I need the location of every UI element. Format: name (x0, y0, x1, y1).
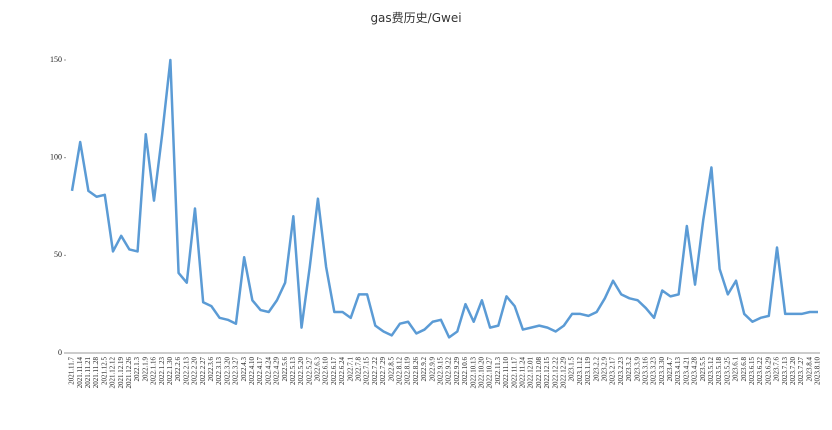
x-tick-label: 2022.1.9 (141, 357, 149, 382)
x-tick-label: 2023.5.25 (723, 357, 731, 386)
x-tick-label: 2023.4.28 (691, 357, 699, 386)
x-tick-label: 2022.9.9 (428, 357, 436, 382)
x-tick-label: 2023.5.18 (715, 357, 723, 386)
x-tick-label: 2022.1.30 (166, 357, 174, 386)
x-tick-label: 2023.6.15 (748, 357, 756, 386)
x-tick-label: 2022.1.3 (133, 357, 141, 382)
x-tick-label: 2022.12.08 (535, 357, 543, 389)
x-tick-label: 2022.7.29 (379, 357, 387, 386)
x-tick-label: 2022.7.22 (371, 357, 379, 386)
x-tick-label: 2022.11.17 (510, 357, 518, 389)
x-tick-label: 2023.6.8 (740, 357, 748, 382)
x-tick-label: 2022.1.23 (158, 357, 166, 386)
x-tick-label: 2022.8.26 (412, 357, 420, 386)
x-tick-label: 2022.12.01 (527, 357, 535, 389)
x-tick-label: 2022.1.16 (150, 357, 158, 386)
x-tick-label: 2023.4.13 (674, 357, 682, 386)
y-tick-label: 0 (58, 348, 62, 357)
x-tick-label: 2022.11.3 (494, 357, 502, 385)
x-tick-label: 2022.10.20 (477, 357, 485, 389)
x-tick-label: 2022.9.15 (437, 357, 445, 386)
x-tick-label: 2023.2.23 (617, 357, 625, 386)
x-tick-label: 2021.11.28 (92, 357, 100, 389)
x-tick-label: 2022.3.20 (223, 357, 231, 386)
x-tick-label: 2023.7.20 (789, 357, 797, 386)
x-tick-label: 2022.10.13 (469, 357, 477, 389)
x-tick-label: 2022.9.22 (445, 357, 453, 386)
line-series (70, 58, 818, 339)
x-tick-label: 2022.5.13 (289, 357, 297, 386)
x-tick-label: 2021.12.26 (125, 357, 133, 389)
x-tick-label: 2022.2.27 (199, 357, 207, 386)
x-tick-label: 2023.2.9 (600, 357, 608, 382)
x-tick-label: 2023.1.12 (576, 357, 584, 386)
x-tick-label: 2022.3.13 (215, 357, 223, 386)
x-tick-label: 2022.10.27 (486, 357, 494, 389)
y-tick-label: 50 (54, 250, 62, 259)
x-tick-label: 2023.6.1 (732, 357, 740, 382)
x-tick-label: 2023.3.30 (658, 357, 666, 386)
x-tick-label: 2022.8.5 (387, 357, 395, 382)
x-tick-label: 2023.5.12 (707, 357, 715, 386)
x-tick-label: 2021.12.5 (100, 357, 108, 386)
x-tick-label: 2022.12.29 (559, 357, 567, 389)
x-tick-label: 2021.11.7 (68, 357, 76, 385)
x-tick-label: 2023.2.17 (609, 357, 617, 386)
x-tick-label: 2022.3.6 (207, 357, 215, 382)
x-tick-label: 2022.7.1 (346, 357, 354, 382)
x-tick-label: 2022.9.2 (420, 357, 428, 382)
x-tick-label: 2022.9.29 (453, 357, 461, 386)
x-tick-label: 2021.12.19 (117, 357, 125, 389)
x-tick-label: 2023.7.27 (797, 357, 805, 386)
x-tick-label: 2022.7.15 (363, 357, 371, 386)
x-tick-label: 2022.11.10 (502, 357, 510, 389)
x-tick-label: 2022.4.29 (273, 357, 281, 386)
x-tick-label: 2022.12.15 (543, 357, 551, 389)
x-tick-label: 2023.6.29 (764, 357, 772, 386)
x-tick-label: 2022.2.6 (174, 357, 182, 382)
x-tick-label: 2022.4.24 (264, 357, 272, 386)
x-tick-label: 2023.1.5 (568, 357, 576, 382)
y-tick-label: 150 (50, 55, 62, 64)
x-tick-label: 2021.12.12 (109, 357, 117, 389)
x-tick-label: 2022.12.22 (551, 357, 559, 389)
chart-title: gas费历史/Gwei (370, 11, 461, 25)
x-tick-label: 2023.4.21 (682, 357, 690, 386)
x-tick-label: 2023.5.5 (699, 357, 707, 382)
x-tick-label: 2022.5.6 (281, 357, 289, 382)
x-tick-label: 2022.2.20 (191, 357, 199, 386)
x-tick-label: 2022.6.17 (330, 357, 338, 386)
x-tick-label: 2022.4.3 (240, 357, 248, 382)
x-tick-label: 2022.2.13 (182, 357, 190, 386)
x-tick-label: 2021.11.14 (76, 357, 84, 389)
x-tick-label: 2023.8.10 (814, 357, 822, 386)
x-tick-label: 2023.6.22 (756, 357, 764, 386)
x-tick-label: 2022.5.27 (305, 357, 313, 386)
x-tick-label: 2022.6.3 (314, 357, 322, 382)
x-tick-label: 2023.4.7 (666, 357, 674, 382)
x-tick-label: 2021.11.21 (84, 357, 92, 389)
x-tick-label: 2023.3.2 (625, 357, 633, 382)
x-tick-label: 2022.10.6 (461, 357, 469, 386)
x-tick-label: 2023.3.23 (650, 357, 658, 386)
x-tick-label: 2023.7.13 (781, 357, 789, 386)
x-tick-label: 2022.8.12 (396, 357, 404, 386)
x-tick-label: 2022.5.20 (297, 357, 305, 386)
x-tick-label: 2022.3.27 (232, 357, 240, 386)
x-tick-label: 2022.6.10 (322, 357, 330, 386)
x-tick-label: 2023.2.2 (592, 357, 600, 382)
x-tick-label: 2023.8.4 (805, 357, 813, 382)
x-tick-label: 2023.7.6 (773, 357, 781, 382)
x-tick-label: 2022.8.19 (404, 357, 412, 386)
x-tick-label: 2022.11.24 (518, 357, 526, 389)
x-tick-label: 2022.6.24 (338, 357, 346, 386)
x-tick-label: 2022.7.8 (355, 357, 363, 382)
x-tick-label: 2023.3.9 (633, 357, 641, 382)
y-tick-label: 100 (50, 152, 62, 161)
x-tick-label: 2022.4.17 (256, 357, 264, 386)
x-tick-label: 2022.4.10 (248, 357, 256, 386)
x-tick-label: 2023.3.16 (641, 357, 649, 386)
x-tick-label: 2023.1.19 (584, 357, 592, 386)
